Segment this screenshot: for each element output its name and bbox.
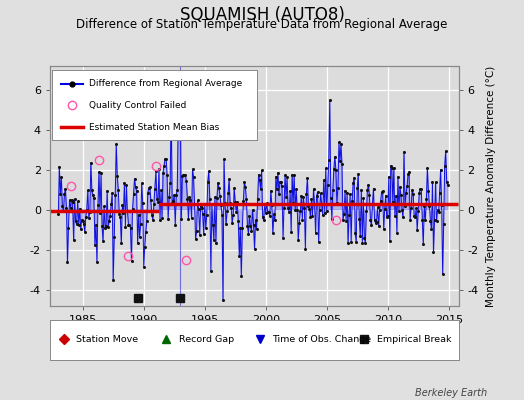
Text: Empirical Break: Empirical Break xyxy=(377,335,451,344)
Text: Berkeley Earth: Berkeley Earth xyxy=(415,388,487,398)
Text: Quality Control Failed: Quality Control Failed xyxy=(89,100,187,110)
Text: Record Gap: Record Gap xyxy=(179,335,234,344)
Text: Difference of Station Temperature Data from Regional Average: Difference of Station Temperature Data f… xyxy=(77,18,447,31)
Text: Time of Obs. Change: Time of Obs. Change xyxy=(272,335,372,344)
Text: SQUAMISH (AUTO8): SQUAMISH (AUTO8) xyxy=(180,6,344,24)
Text: Estimated Station Mean Bias: Estimated Station Mean Bias xyxy=(89,123,220,132)
Text: Difference from Regional Average: Difference from Regional Average xyxy=(89,80,243,88)
Text: Station Move: Station Move xyxy=(77,335,138,344)
Y-axis label: Monthly Temperature Anomaly Difference (°C): Monthly Temperature Anomaly Difference (… xyxy=(486,65,496,307)
